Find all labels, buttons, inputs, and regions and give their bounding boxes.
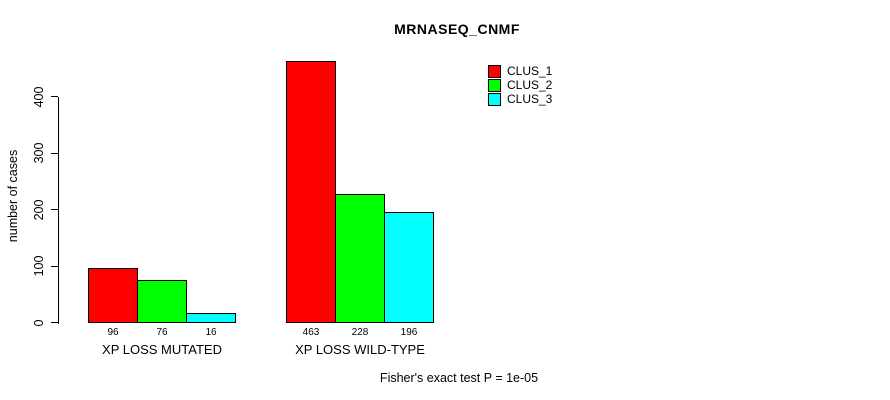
bar-clus_1-2 [286, 60, 336, 324]
bar-value-label: 76 [156, 327, 168, 338]
group-label: XP LOSS MUTATED [102, 342, 222, 357]
legend-label: CLUS_2 [507, 78, 553, 92]
bar-clus_2-2 [335, 193, 385, 324]
y-tick-label: 200 [32, 199, 46, 220]
bar-clus_1-1 [88, 268, 138, 324]
bar-value-label: 196 [400, 327, 418, 338]
y-tick-mark [50, 322, 58, 323]
legend-swatch-clus_2 [488, 78, 501, 92]
y-tick-mark [50, 265, 58, 267]
bar-value-label: 96 [107, 327, 119, 338]
legend-label: CLUS_1 [507, 64, 553, 78]
caption-fisher-test: Fisher's exact test P = 1e-05 [379, 371, 539, 385]
bar-value-label: 228 [351, 327, 369, 338]
y-tick-label: 400 [32, 86, 46, 107]
legend-swatch-clus_3 [488, 92, 501, 106]
y-tick-label: 300 [32, 142, 46, 164]
bar-value-label: 16 [205, 327, 217, 338]
bar-clus_3-1 [186, 313, 236, 324]
legend-swatch-clus_1 [488, 64, 501, 78]
y-axis-label: number of cases [6, 149, 20, 243]
y-tick-label: 100 [32, 255, 46, 277]
y-tick-label: 0 [32, 319, 46, 326]
bar-clus_2-1 [137, 279, 187, 324]
group-label: XP LOSS WILD-TYPE [295, 342, 425, 357]
legend-row: CLUS_1 [488, 64, 552, 78]
legend: CLUS_1 CLUS_2 CLUS_3 [488, 64, 552, 106]
chart-title: MRNASEQ_CNMF [394, 21, 520, 37]
bar-value-label: 463 [302, 327, 320, 338]
y-tick-mark [50, 152, 58, 154]
legend-row: CLUS_2 [488, 78, 552, 92]
bar-clus_3-2 [384, 211, 434, 324]
y-axis-line [57, 96, 59, 324]
y-tick-mark [50, 209, 58, 210]
y-tick-mark [50, 96, 58, 97]
legend-label: CLUS_3 [507, 92, 553, 106]
legend-row: CLUS_3 [488, 92, 552, 106]
